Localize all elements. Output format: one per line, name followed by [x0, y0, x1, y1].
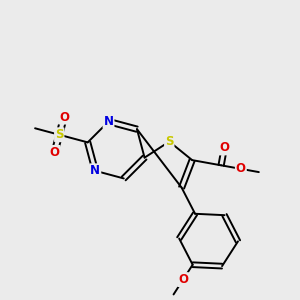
Text: O: O — [178, 273, 188, 286]
Text: N: N — [103, 115, 113, 128]
Text: O: O — [219, 141, 229, 154]
Text: O: O — [236, 162, 246, 176]
Text: O: O — [59, 111, 69, 124]
Text: S: S — [55, 128, 64, 141]
Text: S: S — [165, 135, 173, 148]
Text: O: O — [50, 146, 59, 159]
Text: N: N — [90, 164, 100, 177]
